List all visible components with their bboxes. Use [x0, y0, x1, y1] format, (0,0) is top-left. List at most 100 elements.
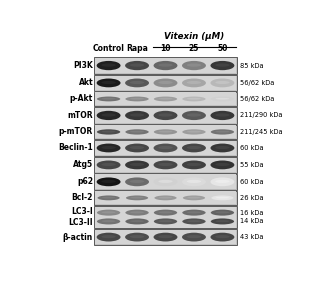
Ellipse shape	[153, 78, 178, 87]
Ellipse shape	[215, 81, 230, 84]
Ellipse shape	[211, 195, 233, 200]
Text: Vitexin (μM): Vitexin (μM)	[164, 32, 224, 41]
Text: Control: Control	[93, 44, 125, 53]
Ellipse shape	[101, 63, 116, 67]
Ellipse shape	[154, 219, 177, 224]
Ellipse shape	[211, 210, 234, 216]
Ellipse shape	[187, 63, 201, 67]
Text: 26 kDa: 26 kDa	[240, 195, 264, 201]
Ellipse shape	[159, 197, 172, 199]
Ellipse shape	[97, 177, 121, 186]
Bar	[94, 57, 237, 74]
Ellipse shape	[182, 111, 206, 120]
Text: 50: 50	[217, 44, 228, 53]
Text: p-mTOR: p-mTOR	[59, 127, 93, 136]
Ellipse shape	[101, 163, 116, 166]
Ellipse shape	[187, 197, 201, 199]
Text: p-Akt: p-Akt	[70, 94, 93, 103]
Bar	[95, 230, 236, 244]
Bar	[95, 108, 236, 123]
Ellipse shape	[211, 111, 234, 120]
Text: 56/62 kDa: 56/62 kDa	[240, 96, 274, 102]
Ellipse shape	[182, 233, 206, 241]
Text: PI3K: PI3K	[74, 61, 93, 70]
Ellipse shape	[97, 96, 120, 102]
Ellipse shape	[158, 63, 173, 67]
Ellipse shape	[215, 146, 230, 149]
Ellipse shape	[215, 211, 230, 213]
Ellipse shape	[211, 61, 234, 70]
Ellipse shape	[211, 144, 234, 152]
Ellipse shape	[158, 163, 173, 166]
Ellipse shape	[187, 235, 201, 238]
Bar	[94, 140, 237, 156]
Ellipse shape	[125, 160, 149, 169]
Bar	[95, 76, 236, 90]
Ellipse shape	[215, 131, 230, 133]
Ellipse shape	[215, 235, 230, 238]
Ellipse shape	[97, 111, 121, 120]
Ellipse shape	[158, 235, 173, 238]
Ellipse shape	[182, 129, 206, 135]
Ellipse shape	[153, 160, 178, 169]
Text: Akt: Akt	[79, 78, 93, 87]
Ellipse shape	[130, 113, 144, 117]
Ellipse shape	[211, 177, 234, 186]
Bar	[95, 141, 236, 155]
Ellipse shape	[125, 233, 149, 241]
Ellipse shape	[187, 81, 201, 84]
Text: Beclin-1: Beclin-1	[58, 144, 93, 153]
Ellipse shape	[159, 220, 172, 222]
Ellipse shape	[211, 129, 234, 135]
Ellipse shape	[187, 146, 201, 149]
Ellipse shape	[130, 235, 144, 238]
Text: 211/290 kDa: 211/290 kDa	[240, 113, 282, 118]
Ellipse shape	[187, 98, 201, 100]
Ellipse shape	[126, 195, 148, 200]
Ellipse shape	[159, 211, 172, 213]
Ellipse shape	[97, 233, 121, 241]
Ellipse shape	[97, 210, 120, 216]
Ellipse shape	[215, 163, 230, 166]
Bar	[95, 92, 236, 105]
Text: 85 kDa: 85 kDa	[240, 63, 264, 69]
Ellipse shape	[216, 197, 229, 199]
Bar	[94, 174, 237, 190]
Text: β-actin: β-actin	[63, 233, 93, 242]
Text: 55 kDa: 55 kDa	[240, 162, 264, 168]
Bar	[95, 175, 236, 189]
Ellipse shape	[153, 144, 178, 152]
Ellipse shape	[154, 96, 177, 102]
Bar	[94, 191, 237, 205]
Ellipse shape	[130, 180, 144, 183]
Ellipse shape	[187, 211, 201, 213]
Ellipse shape	[187, 131, 201, 133]
Ellipse shape	[97, 78, 121, 87]
Text: 60 kDa: 60 kDa	[240, 145, 264, 151]
Ellipse shape	[153, 177, 178, 186]
Text: 60 kDa: 60 kDa	[240, 179, 264, 185]
Ellipse shape	[98, 195, 120, 200]
Bar	[94, 125, 237, 139]
Text: 25: 25	[189, 44, 199, 53]
Ellipse shape	[187, 113, 201, 117]
Ellipse shape	[211, 233, 234, 241]
Ellipse shape	[182, 78, 206, 87]
Ellipse shape	[101, 146, 116, 149]
Ellipse shape	[101, 98, 116, 100]
Ellipse shape	[101, 220, 116, 222]
Ellipse shape	[153, 233, 178, 241]
Ellipse shape	[97, 129, 120, 135]
Ellipse shape	[126, 129, 149, 135]
Ellipse shape	[130, 98, 144, 100]
Ellipse shape	[130, 220, 144, 222]
Ellipse shape	[130, 63, 144, 67]
Ellipse shape	[125, 111, 149, 120]
Bar	[94, 75, 237, 91]
Ellipse shape	[125, 61, 149, 70]
Text: LC3-I
LC3-II: LC3-I LC3-II	[68, 207, 93, 228]
Ellipse shape	[130, 146, 144, 149]
Ellipse shape	[158, 81, 173, 84]
Ellipse shape	[130, 163, 144, 166]
Bar	[95, 206, 236, 228]
